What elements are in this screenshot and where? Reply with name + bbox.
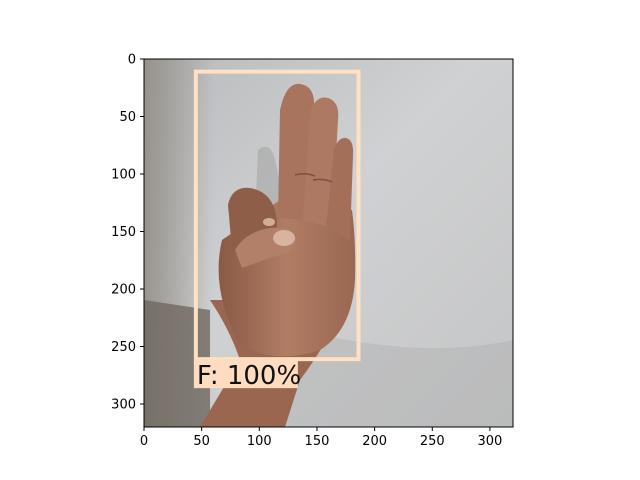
knuckle-crease-2 (312, 178, 333, 183)
x-axis: 0 50 100 150 200 250 300 (140, 427, 502, 449)
y-tick-label: 300 (111, 398, 136, 413)
wall-bottom-left-shadow (144, 300, 210, 427)
axes-frame (143, 58, 514, 428)
hand (200, 83, 356, 427)
photo (144, 59, 513, 427)
detection-label-background (193, 359, 298, 389)
x-tick-label: 0 (140, 434, 148, 449)
x-tick-label: 250 (420, 434, 445, 449)
y-tick-label: 50 (119, 110, 136, 125)
y-tick-label: 250 (111, 340, 136, 355)
index-finger (278, 83, 315, 220)
y-tick-label: 0 (128, 53, 136, 68)
x-tick-label: 50 (193, 434, 210, 449)
y-tick-label: 100 (111, 168, 136, 183)
thumbnail (273, 230, 295, 246)
x-tick-label: 300 (478, 434, 503, 449)
detection-label: F: 100% (197, 361, 301, 391)
x-tick-label: 100 (247, 434, 272, 449)
x-tick-label: 150 (305, 434, 330, 449)
x-tick-label: 200 (362, 434, 387, 449)
y-tick-label: 200 (111, 283, 136, 298)
y-axis: 0 50 100 150 200 250 300 (111, 53, 144, 413)
y-tick-label: 150 (111, 225, 136, 240)
ring-finger (326, 137, 354, 240)
index-nail (263, 218, 275, 226)
knuckle-crease (294, 172, 316, 177)
